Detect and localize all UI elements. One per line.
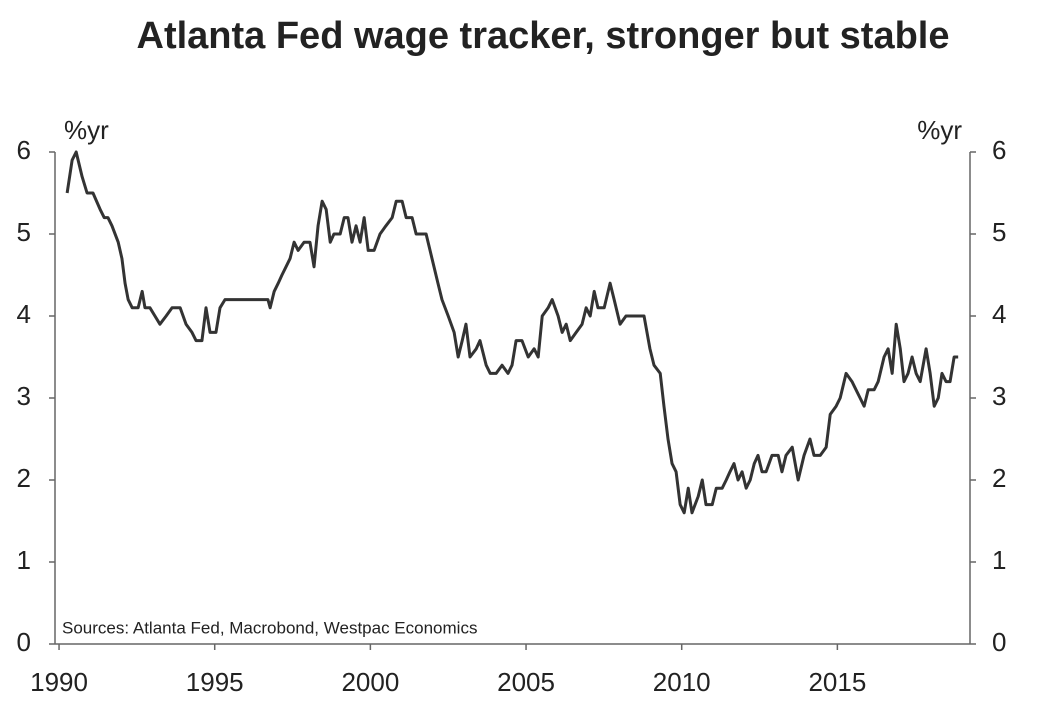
x-tick-label: 1990 [30,667,88,697]
y-tick-label: 1 [17,545,31,575]
y-tick-label: 2 [17,463,31,493]
x-tick-label: 2005 [497,667,555,697]
y2-tick-label: 5 [992,217,1006,247]
x-tick-label: 2000 [341,667,399,697]
y-tick-label: 3 [17,381,31,411]
y-tick-label: 6 [17,135,31,165]
chart-title: Atlanta Fed wage tracker, stronger but s… [137,15,950,57]
y2-axis-label: %yr [917,115,962,145]
y-tick-label: 5 [17,217,31,247]
data-line [65,150,959,515]
y2-tick-label: 2 [992,463,1006,493]
x-tick-label: 1995 [186,667,244,697]
source-note: Sources: Atlanta Fed, Macrobond, Westpac… [62,618,477,637]
y2-tick-label: 4 [992,299,1006,329]
y-tick-label: 0 [17,627,31,657]
x-tick-label: 2010 [653,667,711,697]
y2-tick-label: 6 [992,135,1006,165]
x-tick-label: 2015 [808,667,866,697]
y-tick-label: 4 [17,299,31,329]
y2-tick-label: 3 [992,381,1006,411]
y2-tick-label: 0 [992,627,1006,657]
y-axis-label: %yr [64,115,109,145]
y2-tick-label: 1 [992,545,1006,575]
